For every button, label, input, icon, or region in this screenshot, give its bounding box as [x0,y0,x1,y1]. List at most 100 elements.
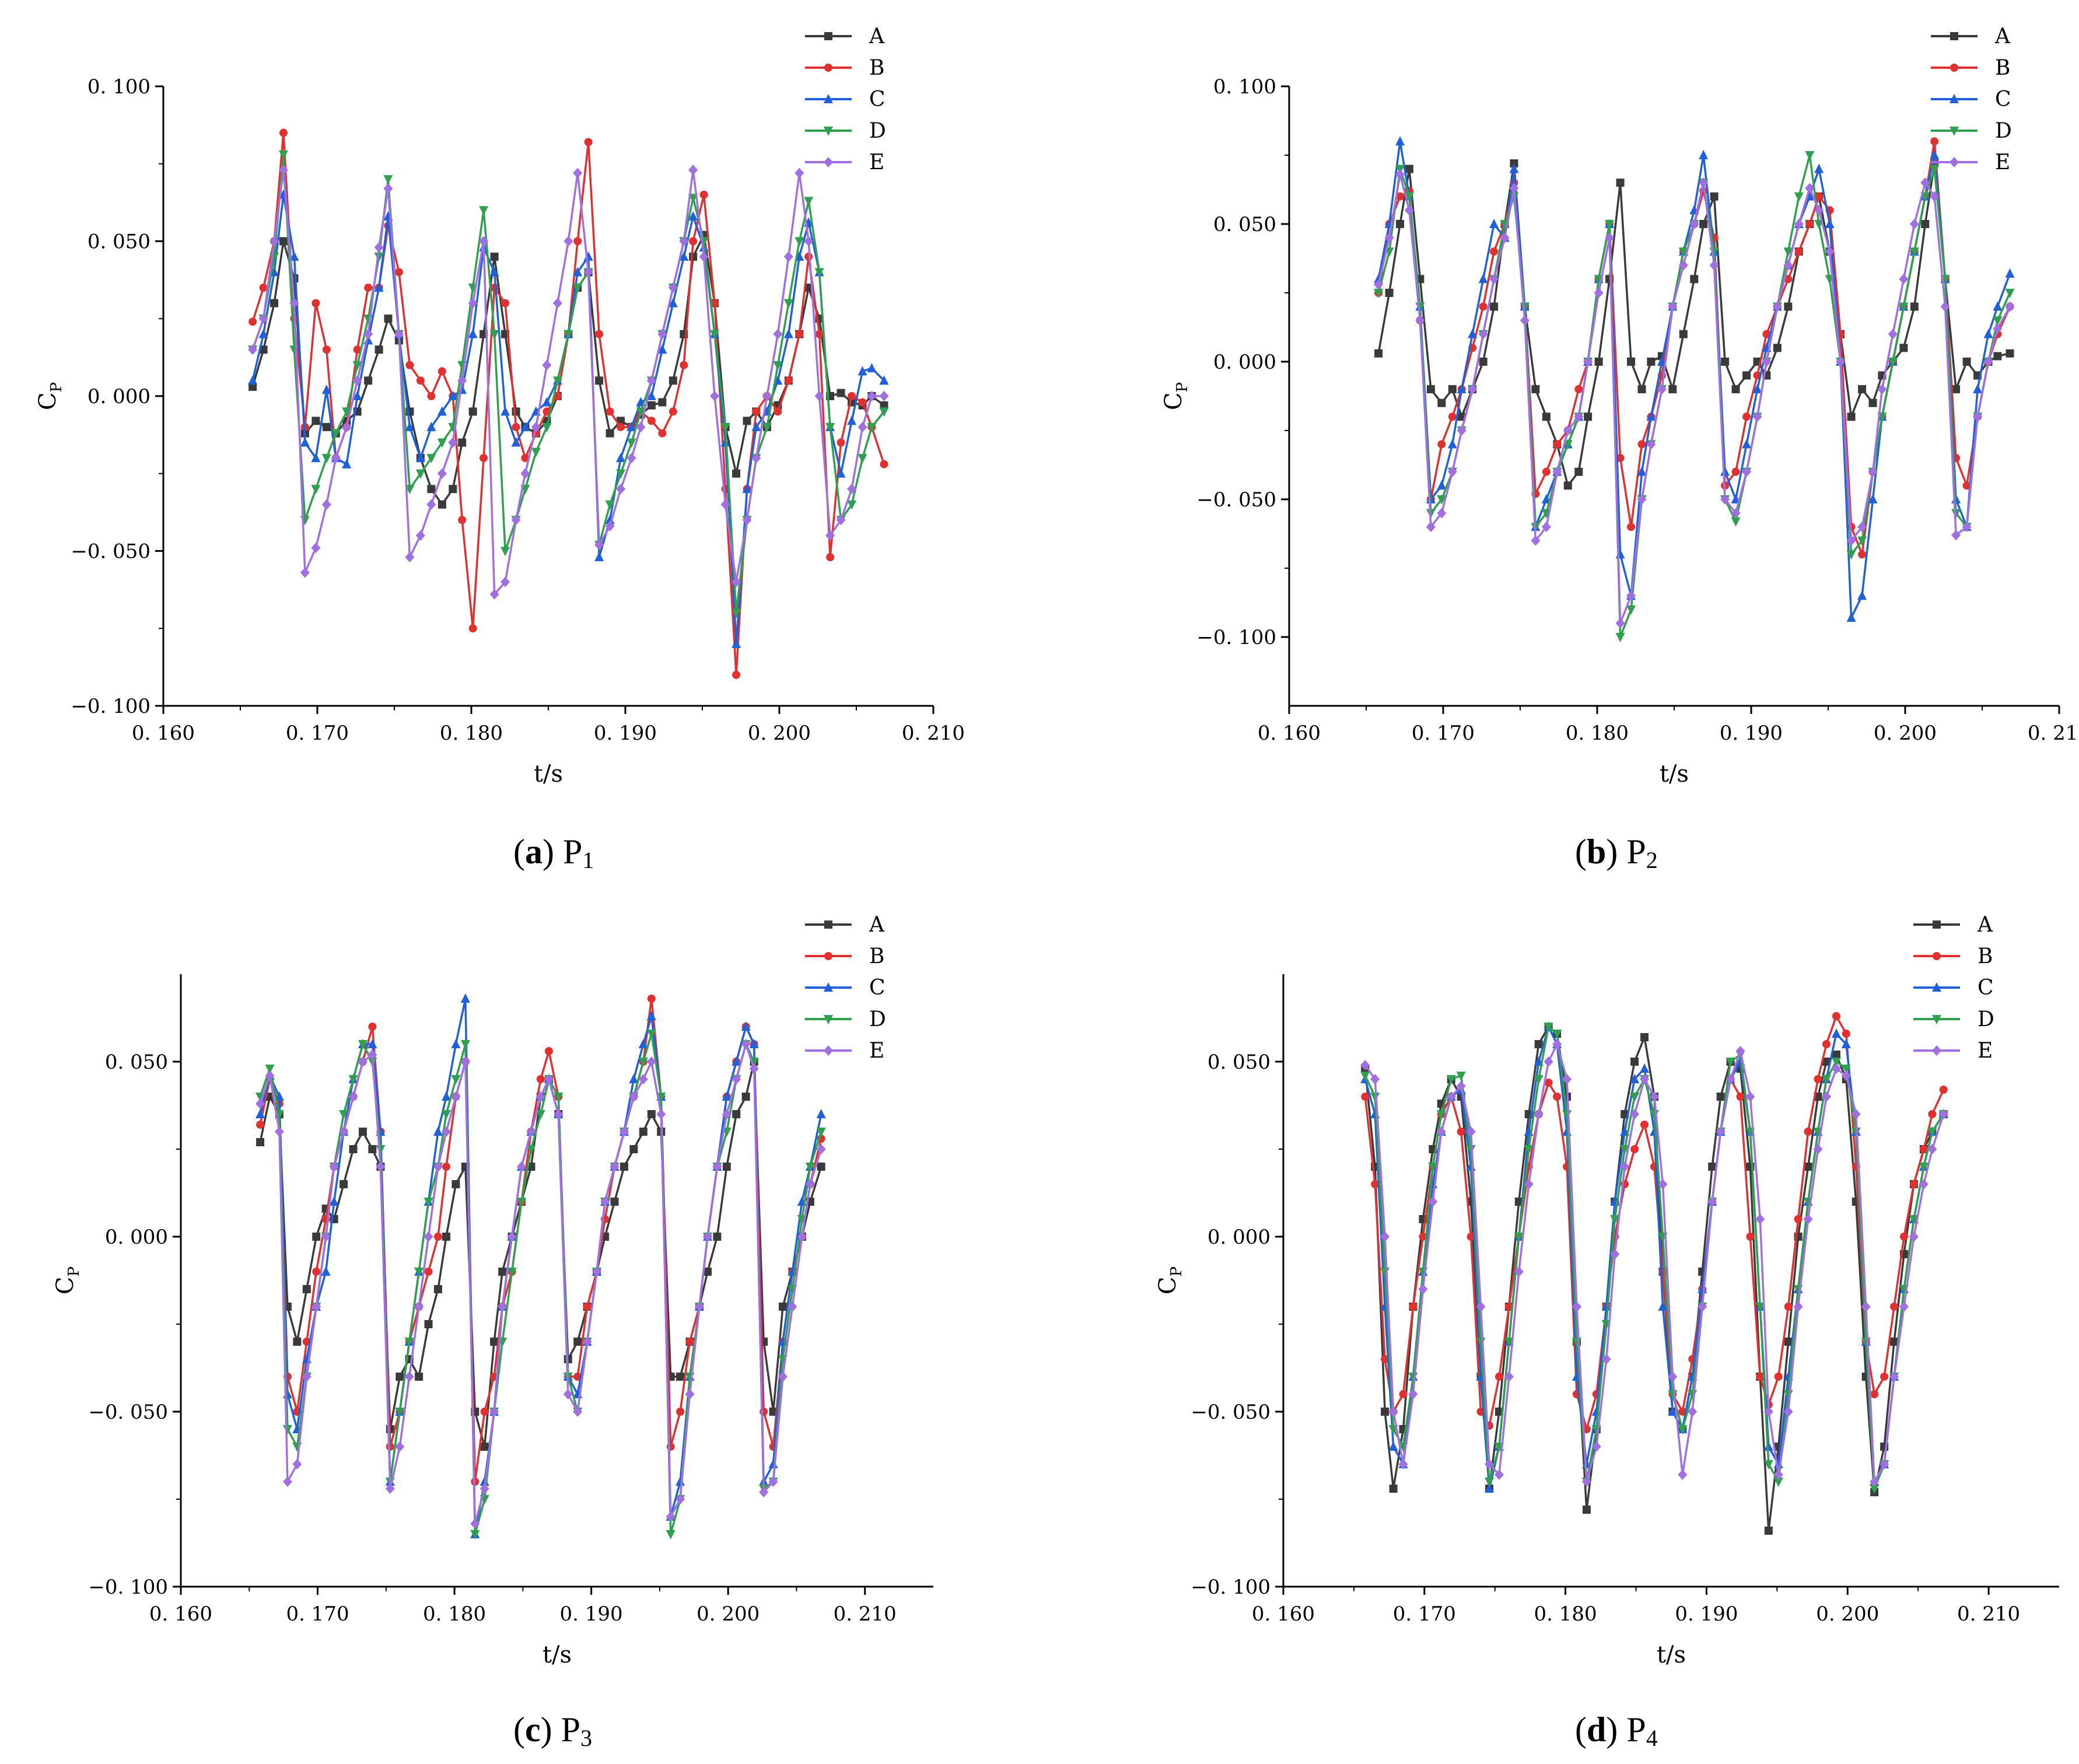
data-point [342,459,352,468]
data-point [449,485,457,494]
data-point [1374,289,1384,298]
data-point [1868,398,1877,407]
data-point [1951,509,1961,519]
data-point [1889,1371,1899,1382]
data-point [573,237,582,246]
data-point [376,1161,386,1172]
data-point [616,453,626,463]
x-tick-label: 0. 180 [1534,1602,1597,1626]
data-point [646,1011,656,1020]
data-point [322,423,331,432]
data-point [847,500,857,510]
data-point [265,1093,274,1101]
data-point [415,530,425,541]
data-point [259,284,268,292]
data-point [694,1301,704,1312]
data-point [1668,1406,1678,1416]
data-point [606,407,614,416]
data-point [626,438,636,448]
data-point [1742,466,1752,477]
data-point [531,422,541,433]
data-point [249,317,257,326]
data-point [742,484,752,494]
legend-marker-D [824,1015,833,1024]
data-point [1552,1030,1562,1039]
data-point [1553,1093,1562,1101]
data-point [536,1110,545,1119]
data-point [1370,1093,1380,1102]
data-point [1510,159,1518,168]
data-point [1939,1086,1948,1094]
x-axis-label: t/s [1657,1642,1686,1668]
data-point [1858,385,1867,394]
data-point [1804,1128,1812,1136]
data-point [1920,177,1930,188]
data-point [1951,530,1961,541]
data-point [302,1285,311,1293]
data-point [394,268,403,276]
data-point [710,391,720,401]
data-point [368,1023,377,1031]
data-point [1919,1145,1928,1153]
x-tick-label: 0. 190 [1675,1602,1738,1626]
data-point [321,454,331,464]
data-point [1993,323,2003,334]
data-point [688,164,698,176]
data-point [1699,177,1709,188]
y-axis-label: CP [34,382,65,410]
data-point [1583,356,1593,367]
legend-label-C: C [869,88,886,111]
x-tick-label: 0. 170 [286,1602,349,1626]
data-point [1877,384,1887,395]
data-point [1841,1039,1851,1048]
data-point [1709,260,1719,271]
data-point [339,1110,349,1119]
data-point [620,1163,628,1171]
legend-marker-D [1950,127,1959,136]
y-tick-label: 0. 050 [88,230,150,254]
data-point [1494,1469,1504,1480]
data-point [1983,356,1993,367]
data-point [666,1530,676,1539]
data-point [427,485,436,494]
data-point [433,1126,443,1136]
data-point [762,391,772,401]
legend-marker-A [1950,32,1958,40]
data-point [1919,1179,1929,1189]
data-point [774,407,782,416]
data-point [1398,1459,1408,1469]
data-point [626,422,636,432]
data-point [1678,247,1688,257]
data-point [1710,192,1718,201]
data-point [783,328,793,338]
legend-label-B: B [1995,56,2010,80]
data-point [468,298,478,309]
data-point [795,330,804,338]
data-point [1831,1063,1841,1074]
x-tick-label: 0. 210 [2028,722,2079,745]
data-point [668,282,678,293]
data-point [1784,1338,1793,1346]
data-point [573,267,583,276]
data-point [1478,274,1488,284]
data-point [1842,1030,1850,1038]
data-point [594,552,604,562]
data-point [1563,481,1572,490]
data-point [1485,1483,1494,1493]
data-point [1721,358,1730,366]
data-point [1380,1231,1390,1242]
data-point [629,1091,639,1102]
series-E [248,164,889,600]
data-point [676,1408,685,1416]
legend-label-D: D [1995,119,2012,143]
data-point [1531,385,1540,394]
series-E [1360,1039,1948,1487]
data-point [1466,1233,1475,1241]
data-point [1774,1373,1783,1381]
data-point [582,1336,592,1347]
data-point [636,422,646,433]
data-point [1822,1040,1831,1048]
series-E [1374,169,2015,629]
data-point [1870,1476,1880,1487]
x-tick-label: 0. 180 [423,1602,486,1626]
